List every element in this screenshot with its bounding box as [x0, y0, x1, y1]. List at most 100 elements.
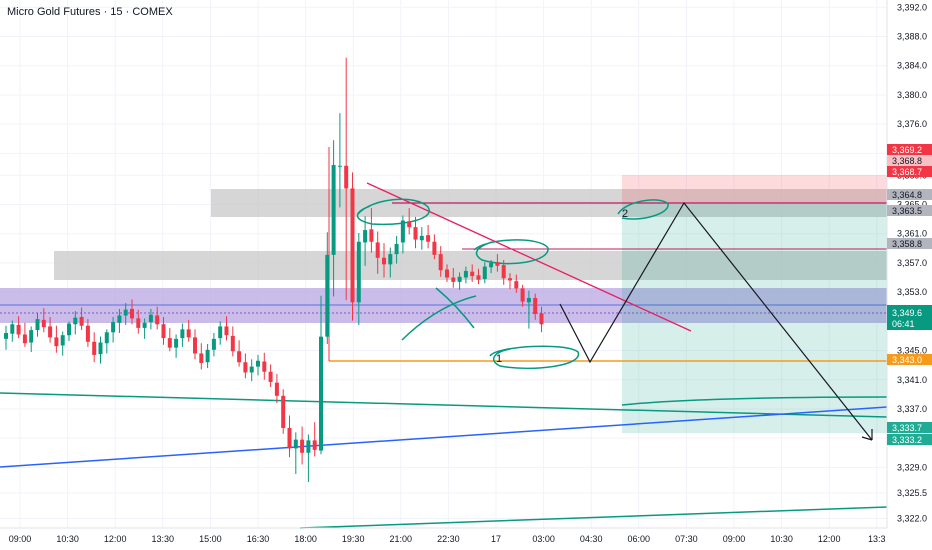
candle[interactable]	[35, 313, 40, 337]
candle[interactable]	[186, 319, 191, 342]
candle[interactable]	[180, 323, 185, 347]
candle[interactable]	[457, 272, 462, 290]
candle[interactable]	[67, 321, 71, 342]
candle[interactable]	[29, 326, 34, 352]
candle[interactable]	[54, 325, 59, 353]
candle[interactable]	[16, 316, 21, 339]
candle[interactable]	[211, 333, 216, 357]
candle[interactable]	[520, 284, 525, 307]
candle[interactable]	[85, 319, 90, 347]
candle[interactable]	[526, 290, 531, 329]
candle[interactable]	[237, 340, 242, 367]
candle[interactable]	[167, 327, 172, 352]
candle[interactable]	[174, 334, 179, 358]
candle[interactable]	[111, 316, 116, 343]
candle[interactable]	[199, 343, 204, 370]
teal-trendline-upper[interactable]	[0, 392, 888, 418]
candle[interactable]	[48, 316, 53, 343]
candle[interactable]	[363, 216, 368, 266]
candle[interactable]	[60, 331, 65, 356]
candle[interactable]	[230, 326, 235, 357]
candle[interactable]	[508, 273, 512, 290]
y-axis[interactable]: 3,392.03,388.03,384.03,380.03,376.03,372…	[897, 2, 927, 523]
candle[interactable]	[148, 308, 153, 330]
candle[interactable]	[123, 303, 128, 325]
candle[interactable]	[92, 332, 97, 363]
candle[interactable]	[388, 247, 393, 278]
candle[interactable]	[218, 321, 223, 345]
candle[interactable]	[205, 343, 210, 369]
candle[interactable]	[319, 295, 323, 455]
candle[interactable]	[356, 232, 361, 325]
candle[interactable]	[306, 434, 311, 482]
candle[interactable]	[350, 172, 355, 321]
candle[interactable]	[256, 354, 260, 376]
candle[interactable]	[514, 274, 519, 293]
candle[interactable]	[22, 322, 27, 347]
candle[interactable]	[432, 234, 437, 260]
candle[interactable]	[312, 422, 317, 457]
candle[interactable]	[476, 268, 481, 285]
candle-body	[356, 241, 361, 303]
candle[interactable]	[539, 306, 544, 333]
blue-trendline[interactable]	[0, 406, 888, 468]
stop-loss-area[interactable]	[622, 175, 887, 203]
candle[interactable]	[533, 293, 538, 320]
candle[interactable]	[79, 307, 84, 331]
x-tick-label: 13:3	[868, 534, 886, 544]
candle[interactable]	[117, 308, 122, 334]
candle[interactable]	[413, 216, 418, 249]
candle[interactable]	[287, 415, 292, 458]
candle[interactable]	[293, 432, 298, 474]
candle[interactable]	[281, 389, 286, 434]
candle[interactable]	[130, 299, 134, 325]
candle[interactable]	[249, 359, 254, 382]
candle[interactable]	[426, 224, 431, 249]
candle[interactable]	[407, 208, 412, 235]
candle[interactable]	[161, 316, 166, 345]
projection-path[interactable]	[559, 201, 873, 441]
candle[interactable]	[325, 232, 330, 344]
candle[interactable]	[41, 308, 46, 333]
candle[interactable]	[337, 113, 342, 208]
candle[interactable]	[331, 140, 336, 297]
candle[interactable]	[495, 254, 500, 272]
candle[interactable]	[155, 306, 160, 330]
candle[interactable]	[262, 352, 267, 380]
candle[interactable]	[463, 266, 468, 284]
take-profit-area[interactable]	[622, 203, 887, 433]
candle[interactable]	[344, 57, 349, 301]
candle[interactable]	[224, 316, 229, 341]
candle-body	[224, 326, 229, 336]
candle[interactable]	[451, 268, 456, 288]
teal-trendline-lower[interactable]	[299, 506, 888, 529]
candle[interactable]	[400, 215, 405, 254]
candle[interactable]	[482, 262, 487, 284]
y-tick-label: 3,337.0	[897, 404, 927, 414]
candle[interactable]	[369, 208, 374, 253]
candle[interactable]	[445, 264, 449, 282]
candle[interactable]	[470, 264, 475, 282]
candle[interactable]	[300, 426, 305, 465]
candle[interactable]	[489, 259, 494, 274]
down-trendline[interactable]	[366, 182, 692, 332]
candle[interactable]	[142, 318, 147, 339]
candle[interactable]	[394, 235, 399, 264]
candle[interactable]	[193, 329, 197, 360]
candle[interactable]	[73, 311, 78, 335]
candle[interactable]	[4, 325, 8, 350]
candle[interactable]	[375, 231, 380, 274]
candle[interactable]	[268, 364, 273, 388]
candle[interactable]	[382, 243, 386, 278]
candle[interactable]	[274, 373, 279, 404]
candle[interactable]	[136, 309, 141, 334]
candle[interactable]	[501, 259, 506, 285]
candle[interactable]	[104, 329, 109, 354]
candle[interactable]	[10, 320, 15, 342]
candle[interactable]	[243, 353, 248, 379]
candle[interactable]	[438, 246, 443, 277]
candle[interactable]	[98, 336, 103, 364]
x-axis[interactable]: 09:00 10:30 12:00 13:30 15:00 16:30 18:00 19:30…	[9, 534, 886, 544]
candle[interactable]	[419, 227, 424, 250]
